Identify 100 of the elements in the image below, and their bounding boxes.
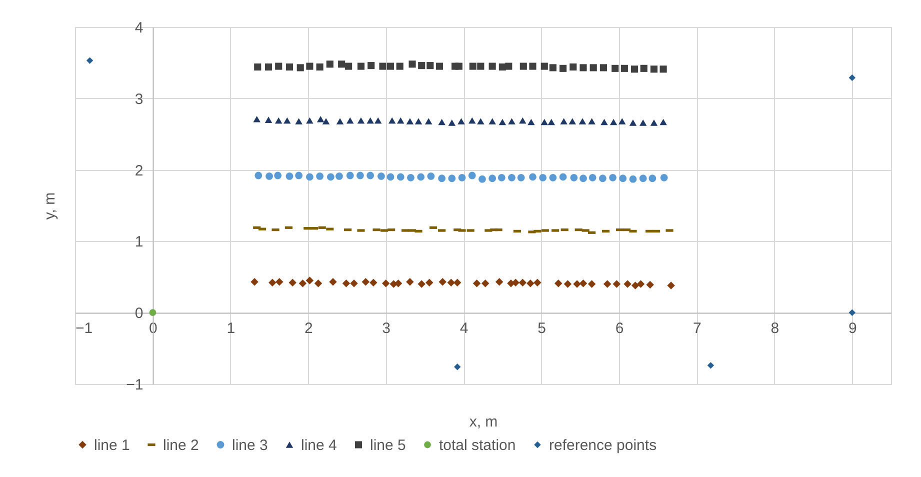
- point: [417, 173, 425, 181]
- point: [345, 62, 352, 70]
- x-tick-label: 3: [382, 320, 391, 338]
- point: [448, 174, 456, 182]
- x-axis-title: x, m: [469, 414, 498, 430]
- point: [548, 118, 556, 126]
- point: [346, 117, 354, 124]
- point: [350, 279, 358, 288]
- point: [520, 62, 527, 70]
- point: [648, 174, 656, 182]
- point: [438, 118, 446, 126]
- point: [336, 118, 344, 124]
- point: [342, 279, 350, 288]
- point: [495, 278, 504, 286]
- point: [377, 172, 385, 180]
- legend-label: line 4: [301, 436, 337, 454]
- point: [326, 173, 334, 181]
- point: [407, 174, 414, 182]
- point: [529, 62, 536, 70]
- point: [314, 279, 322, 288]
- point: [612, 64, 619, 72]
- point: [336, 172, 343, 180]
- point: [286, 172, 294, 180]
- point: [618, 118, 626, 124]
- x-tick-label: 8: [770, 320, 780, 338]
- point: [660, 174, 668, 182]
- y-tick-label: 3: [134, 90, 144, 108]
- point: [426, 62, 434, 70]
- point: [250, 278, 258, 286]
- point: [529, 173, 536, 181]
- x-tick-label: 9: [848, 320, 857, 338]
- point: [346, 172, 354, 180]
- point: [366, 117, 374, 124]
- point: [573, 280, 581, 288]
- point: [498, 118, 506, 126]
- point: [468, 117, 476, 124]
- point: [518, 278, 527, 286]
- point: [578, 118, 586, 124]
- point: [508, 118, 516, 124]
- point: [609, 174, 616, 182]
- point: [274, 117, 282, 124]
- y-tick-label: −1: [126, 376, 144, 394]
- point: [268, 278, 276, 286]
- x-tick-label: 0: [149, 320, 158, 338]
- legend-label: line 5: [370, 436, 406, 454]
- point: [276, 278, 284, 286]
- point: [629, 175, 637, 183]
- point: [379, 62, 386, 70]
- point: [667, 282, 675, 290]
- point: [362, 278, 370, 286]
- point: [660, 118, 667, 126]
- point: [316, 172, 324, 180]
- point: [570, 174, 578, 182]
- point: [357, 117, 365, 124]
- point: [458, 174, 466, 182]
- point: [438, 278, 446, 286]
- point: [579, 279, 588, 288]
- point: [274, 172, 282, 180]
- point: [631, 282, 640, 290]
- point: [396, 62, 404, 70]
- point: [284, 117, 291, 124]
- point: [488, 174, 496, 182]
- x-tick-label: 6: [615, 320, 624, 338]
- point: [388, 117, 396, 124]
- point: [453, 278, 462, 286]
- point: [650, 66, 658, 73]
- point: [455, 62, 462, 70]
- point: [560, 118, 568, 124]
- point: [468, 172, 476, 180]
- point: [408, 60, 416, 68]
- point: [472, 279, 481, 288]
- point: [639, 174, 647, 182]
- point: [326, 60, 334, 68]
- point: [316, 116, 324, 122]
- point: [570, 63, 577, 71]
- point: [559, 173, 567, 181]
- point: [560, 64, 567, 72]
- point: [477, 118, 484, 124]
- point: [478, 175, 486, 183]
- point: [418, 62, 426, 70]
- point: [436, 62, 444, 70]
- point: [275, 62, 282, 70]
- point: [264, 63, 272, 71]
- point: [539, 174, 547, 182]
- point: [528, 118, 535, 126]
- legend-label: line 1: [94, 436, 130, 454]
- point: [254, 172, 262, 180]
- point: [588, 280, 596, 288]
- point: [629, 120, 637, 126]
- point: [554, 279, 562, 288]
- point: [266, 172, 273, 180]
- point: [517, 174, 525, 182]
- point: [458, 118, 465, 124]
- point: [848, 74, 856, 82]
- point: [382, 279, 390, 288]
- point: [298, 279, 307, 288]
- point: [368, 62, 375, 70]
- point: [620, 64, 628, 72]
- point: [568, 118, 576, 124]
- point: [598, 174, 606, 182]
